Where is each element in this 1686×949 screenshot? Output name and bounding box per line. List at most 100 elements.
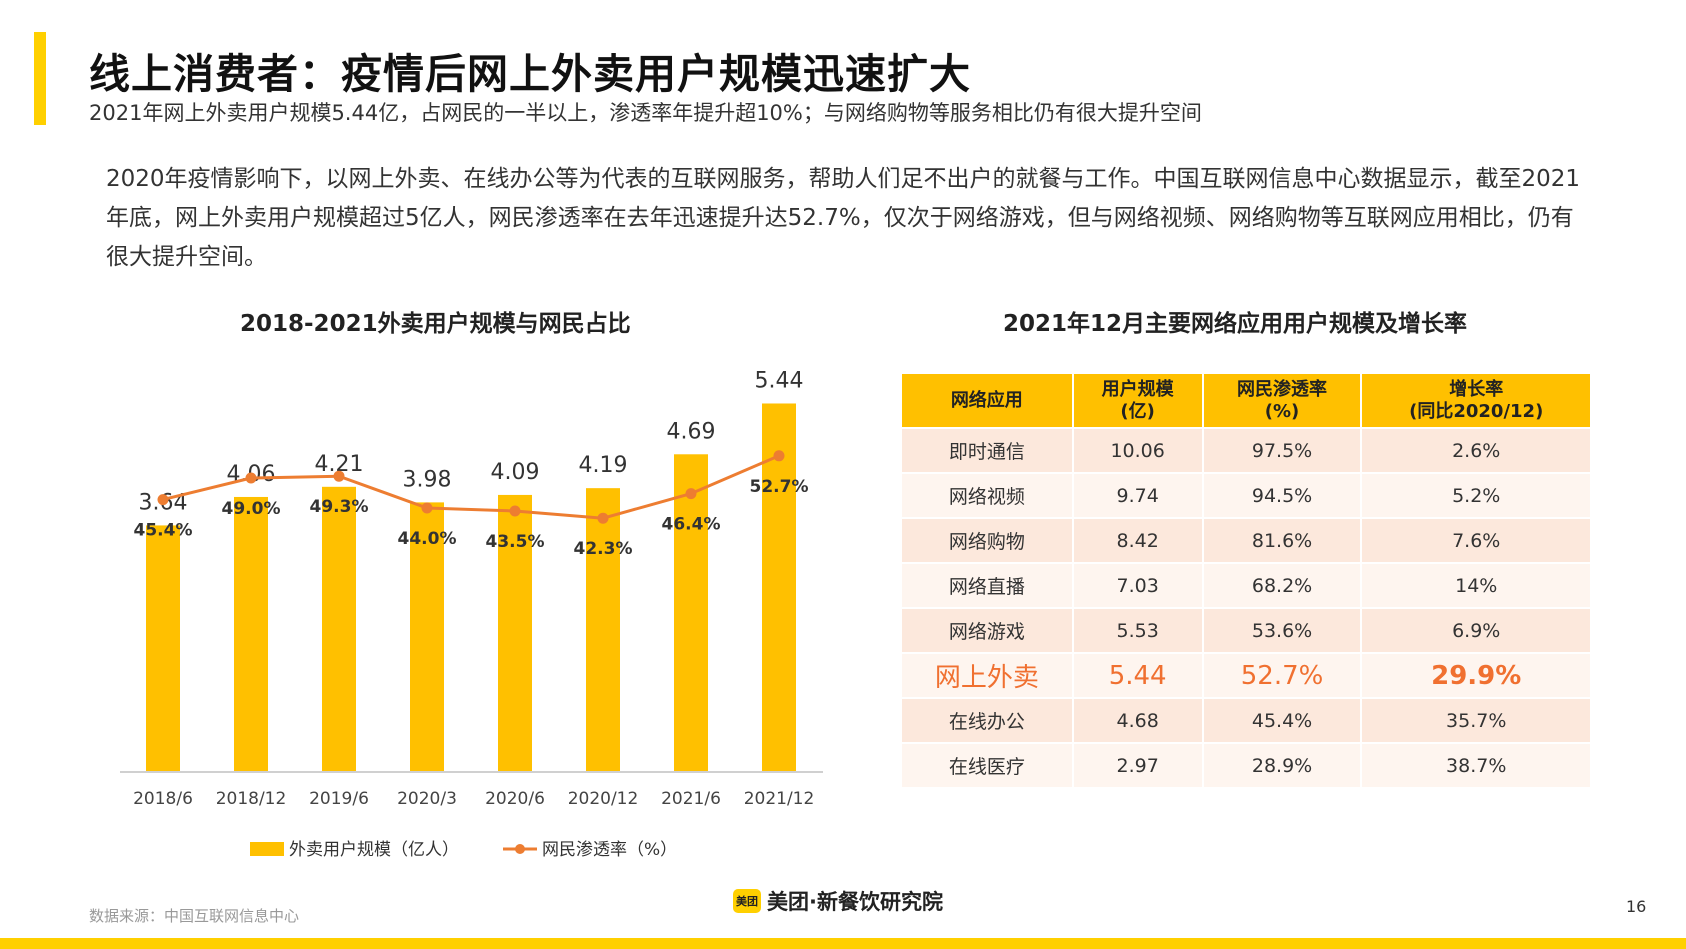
legend-line-marker — [515, 844, 525, 854]
table-cell: 网络购物 — [902, 519, 1072, 562]
line-point — [685, 488, 697, 500]
line-point — [773, 450, 785, 462]
table-header-cell: 用户规模 (亿) — [1073, 374, 1202, 427]
bar — [586, 488, 620, 772]
line-value-label: 44.0% — [398, 529, 457, 549]
bar-value-label: 5.44 — [755, 368, 804, 393]
table-cell: 45.4% — [1203, 699, 1361, 742]
table-cell: 38.7% — [1362, 744, 1590, 787]
line-value-label: 49.3% — [310, 497, 369, 517]
table-header-cell: 网络应用 — [902, 374, 1072, 427]
bar — [674, 454, 708, 772]
table-cell: 81.6% — [1203, 519, 1361, 562]
table-cell: 网络游戏 — [902, 609, 1072, 652]
table-row: 在线医疗 2.97 28.9% 38.7% — [902, 744, 1590, 787]
table-cell: 53.6% — [1203, 609, 1361, 652]
table-cell: 97.5% — [1203, 429, 1361, 472]
line-value-label: 49.0% — [222, 499, 281, 519]
table-cell: 4.68 — [1073, 699, 1202, 742]
bar — [410, 502, 444, 772]
table-cell: 2.6% — [1362, 429, 1590, 472]
line-value-label: 45.4% — [134, 521, 193, 541]
x-tick-label: 2021/12 — [744, 789, 815, 809]
line-point — [597, 512, 609, 524]
combo-chart: 3.644.064.213.984.094.194.695.442018/620… — [120, 368, 823, 860]
title-accent-bar — [34, 32, 46, 125]
table-cell: 网络视频 — [902, 474, 1072, 517]
line-point — [333, 470, 345, 482]
table-cell: 网上外卖 — [902, 654, 1072, 697]
table-cell: 28.9% — [1203, 744, 1361, 787]
table-cell: 10.06 — [1073, 429, 1202, 472]
table-row: 网络购物 8.42 81.6% 7.6% — [902, 519, 1590, 562]
x-tick-label: 2019/6 — [309, 789, 369, 809]
table-cell: 9.74 — [1073, 474, 1202, 517]
table-header-row: 网络应用 用户规模 (亿) 网民渗透率 (%) 增长率 (同比2020/12) — [902, 374, 1590, 427]
table-row: 即时通信 10.06 97.5% 2.6% — [902, 429, 1590, 472]
table-title: 2021年12月主要网络应用用户规模及增长率 — [1003, 311, 1468, 337]
bar-value-label: 4.69 — [667, 419, 716, 444]
table-body: 即时通信 10.06 97.5% 2.6% 网络视频 9.74 94.5% 5.2% 网络购物 8… — [902, 429, 1590, 787]
bar-value-label: 4.09 — [491, 460, 540, 485]
table-cell: 94.5% — [1203, 474, 1361, 517]
line-value-label: 43.5% — [486, 532, 545, 552]
table-cell: 6.9% — [1362, 609, 1590, 652]
line-point — [509, 505, 521, 517]
line-point — [421, 502, 433, 514]
table-row: 在线办公 4.68 45.4% 35.7% — [902, 699, 1590, 742]
table-header-cell: 网民渗透率 (%) — [1203, 374, 1361, 427]
page-subtitle: 2021年网上外卖用户规模5.44亿，占网民的一半以上，渗透率年提升超10%；与… — [89, 101, 1202, 125]
line-point — [245, 472, 257, 484]
table-row: 网络游戏 5.53 53.6% 6.9% — [902, 609, 1590, 652]
logo: 美团 美团·新餐饮研究院 — [733, 886, 943, 916]
bar — [498, 494, 532, 772]
table-cell: 在线医疗 — [902, 744, 1072, 787]
table-cell: 14% — [1362, 564, 1590, 607]
x-tick-label: 2020/12 — [568, 789, 639, 809]
table-cell: 8.42 — [1073, 519, 1202, 562]
bar — [762, 403, 796, 772]
line-value-label: 46.4% — [662, 515, 721, 535]
bottom-accent-bar — [0, 938, 1686, 949]
bar — [146, 525, 180, 772]
table-cell: 5.2% — [1362, 474, 1590, 517]
table-cell: 即时通信 — [902, 429, 1072, 472]
table-cell: 2.97 — [1073, 744, 1202, 787]
data-source: 数据来源：中国互联网信息中心 — [89, 907, 300, 925]
legend-line-label: 网民渗透率（%） — [542, 840, 677, 860]
table-cell: 网络直播 — [902, 564, 1072, 607]
table-row: 网络视频 9.74 94.5% 5.2% — [902, 474, 1590, 517]
line-value-label: 52.7% — [750, 477, 809, 497]
table-cell: 在线办公 — [902, 699, 1072, 742]
x-tick-label: 2018/6 — [133, 789, 193, 809]
legend-bar-swatch — [250, 842, 284, 856]
table-cell: 52.7% — [1203, 654, 1361, 697]
bar — [234, 496, 268, 772]
app-usage-table: 网络应用 用户规模 (亿) 网民渗透率 (%) 增长率 (同比2020/12) 即时通信 10… — [900, 372, 1592, 789]
table-cell: 7.03 — [1073, 564, 1202, 607]
page-number: 16 — [1626, 897, 1647, 916]
logo-text: 美团·新餐饮研究院 — [767, 890, 943, 914]
table-cell: 5.53 — [1073, 609, 1202, 652]
x-tick-label: 2020/3 — [397, 789, 457, 809]
table-cell: 29.9% — [1362, 654, 1590, 697]
x-tick-label: 2018/12 — [216, 789, 287, 809]
table-cell: 7.6% — [1362, 519, 1590, 562]
penetration-line — [162, 454, 780, 520]
table-header-cell: 增长率 (同比2020/12) — [1362, 374, 1590, 427]
body-paragraph: 2020年疫情影响下，以网上外卖、在线办公等为代表的互联网服务，帮助人们足不出户… — [106, 166, 1581, 270]
meituan-logo-icon: 美团 — [733, 889, 761, 913]
left-chart-title: 2018-2021外卖用户规模与网民占比 — [240, 311, 631, 337]
x-tick-label: 2021/6 — [661, 789, 721, 809]
bar — [322, 486, 356, 772]
line-value-label: 42.3% — [574, 539, 633, 559]
x-tick-label: 2020/6 — [485, 789, 545, 809]
legend-bar-label: 外卖用户规模（亿人） — [289, 840, 459, 860]
line-point — [157, 494, 169, 506]
page-title: 线上消费者：疫情后网上外卖用户规模迅速扩大 — [89, 50, 971, 98]
table-cell: 5.44 — [1073, 654, 1202, 697]
bar-value-label: 4.19 — [579, 453, 628, 478]
bar-value-label: 3.98 — [403, 467, 452, 492]
table-row: 网络直播 7.03 68.2% 14% — [902, 564, 1590, 607]
table-cell: 35.7% — [1362, 699, 1590, 742]
